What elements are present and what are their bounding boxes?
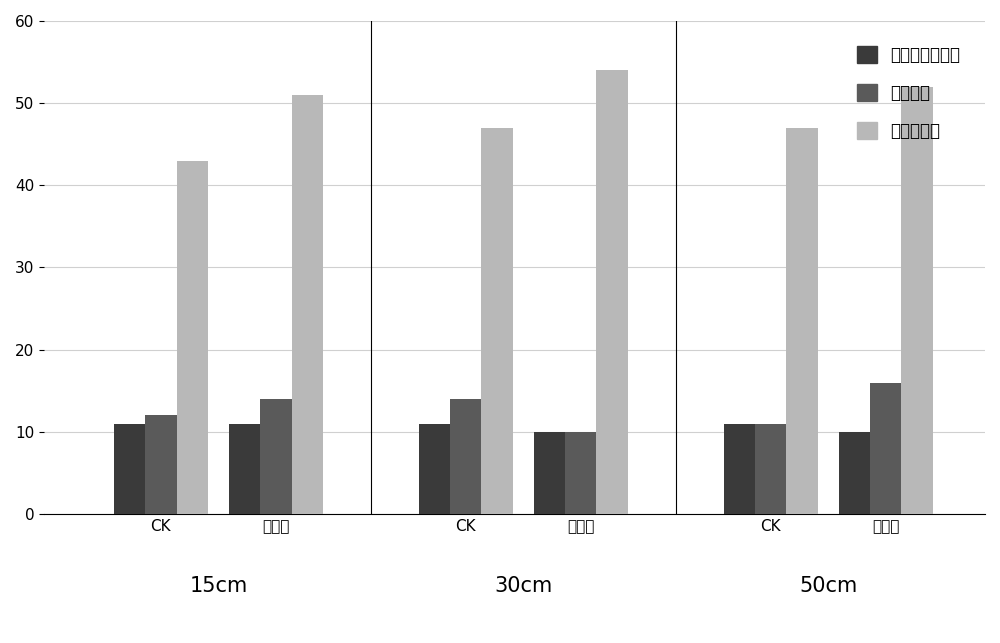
Bar [596, 70, 628, 514]
Bar [145, 415, 177, 514]
Bar [292, 95, 323, 514]
Bar [114, 424, 145, 514]
Bar [839, 432, 870, 514]
Text: 30cm: 30cm [494, 575, 552, 595]
Text: 15cm: 15cm [189, 575, 247, 595]
Text: 50cm: 50cm [799, 575, 857, 595]
Bar [260, 399, 292, 514]
Bar [450, 399, 481, 514]
Bar [419, 424, 450, 514]
Bar [901, 87, 933, 514]
Bar [786, 128, 818, 514]
Bar [534, 432, 565, 514]
Bar [481, 128, 513, 514]
Bar [724, 424, 755, 514]
Bar [870, 383, 901, 514]
Legend: 每株原有處芽数, 单株穗数, 单穗子粒数: 每株原有處芽数, 单株穗数, 单穗子粒数 [851, 39, 967, 147]
Bar [177, 161, 208, 514]
Bar [565, 432, 596, 514]
Bar [755, 424, 786, 514]
Bar [229, 424, 260, 514]
